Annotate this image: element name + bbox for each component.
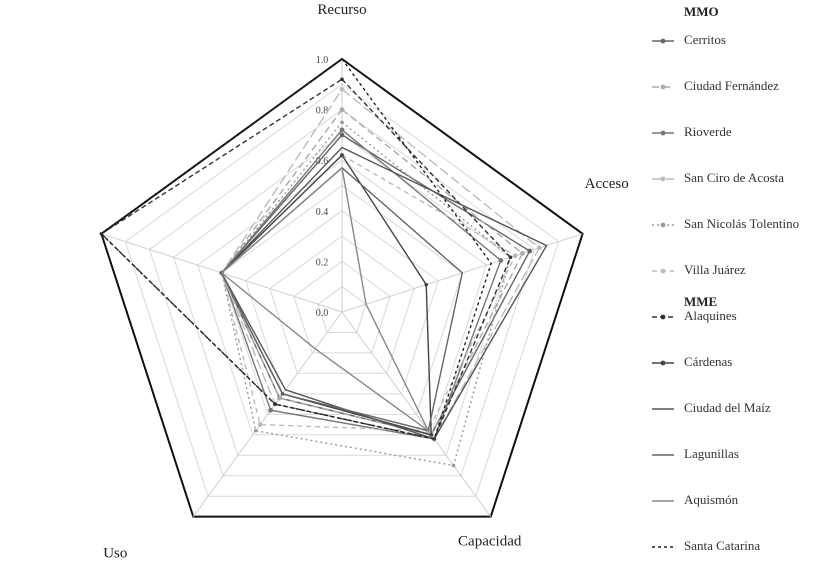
spoke-capacidad: [341, 311, 492, 517]
data-point: [277, 395, 282, 401]
axis-label-uso: Uso: [103, 546, 127, 562]
legend-item: Santa Catarina: [650, 538, 836, 556]
data-point: [424, 282, 429, 287]
legend-label: Cerritos: [684, 32, 726, 47]
series-line: [220, 146, 548, 440]
legend-item: San Nicolás Tolentino: [650, 216, 836, 234]
series-ciudad-fernandez: [219, 107, 525, 438]
legend-label: Ciudad Fernández: [684, 78, 779, 93]
data-point: [257, 422, 263, 427]
legend-label: Villa Juárez: [684, 262, 746, 277]
legend-swatch: [652, 500, 674, 502]
data-point: [340, 120, 344, 125]
legend-label: Ciudad del Maíz: [684, 400, 771, 415]
series-line: [100, 58, 492, 440]
legend-swatch: [652, 268, 674, 274]
legend-swatch: [652, 314, 674, 320]
radar-series: [99, 58, 548, 468]
legend-swatch: [652, 408, 674, 410]
legend-swatch: [652, 222, 674, 228]
grid-ring: [293, 260, 391, 354]
legend-group-title: MMO: [684, 4, 719, 19]
series-ciudad-del-maiz: [220, 146, 548, 440]
radar-axis-labels: RecursoAccesoCapacidadUsoMedioAmbiente: [103, 2, 629, 562]
series-aquismon: [220, 166, 429, 432]
spoke-uso: [192, 311, 343, 517]
series-line: [220, 133, 531, 436]
legend-item: Rioverde: [650, 124, 836, 142]
data-point: [520, 250, 525, 256]
legend-label: Cárdenas: [684, 354, 733, 369]
data-point: [339, 132, 345, 138]
data-point: [339, 86, 345, 92]
legend-swatch: [652, 546, 674, 548]
outer-frame: [100, 57, 584, 518]
legend-label: San Nicolás Tolentino: [684, 216, 800, 231]
grid-ring: [197, 159, 487, 436]
legend-item: Cárdenas: [650, 354, 836, 372]
legend-item: Aquismón: [650, 492, 836, 510]
legend-swatch: [652, 176, 674, 182]
legend-swatch: [652, 130, 674, 136]
tick-label: 0.2: [316, 257, 329, 268]
legend-label: Lagunillas: [684, 446, 739, 461]
legend-swatch: [652, 84, 674, 90]
legend-item: Villa Juárez: [650, 262, 836, 280]
legend-item: San Ciro de Acosta: [650, 170, 836, 188]
legend-label: Alaquines: [684, 308, 737, 323]
grid-ring: [245, 210, 439, 395]
legend-swatch: [652, 454, 674, 456]
tick-label: 1.0: [316, 55, 329, 66]
series-line: [220, 166, 429, 432]
radar-chart: 0.0 0.2 0.4 0.6 0.8 1.0 Recurso Acceso Capacida…: [99, 2, 629, 562]
data-point: [339, 107, 345, 112]
data-point: [268, 407, 274, 413]
tick-label: 0.8: [316, 106, 329, 117]
data-point: [451, 463, 456, 468]
legend-swatch: [652, 360, 674, 366]
data-point: [429, 433, 434, 437]
legend-label: Rioverde: [684, 124, 732, 139]
grid-ring: [317, 286, 367, 333]
data-point: [498, 258, 504, 263]
data-point: [527, 248, 533, 254]
data-point: [508, 255, 513, 260]
tick-label: 0.4: [316, 207, 329, 218]
series-line: [220, 128, 502, 440]
legend-label: Santa Catarina: [684, 538, 761, 553]
series-cerritos: [219, 132, 533, 438]
legend-swatch: [652, 38, 674, 44]
series-line: [100, 78, 512, 440]
legend-group-title: MME: [684, 294, 718, 309]
radial-tick-labels: 0.0 0.2 0.4 0.6 0.8 1.0: [316, 55, 329, 319]
grid-ring: [148, 108, 536, 477]
legend-item: Cerritos: [650, 32, 836, 50]
data-point: [536, 245, 542, 251]
axis-label-recurso: Recurso: [317, 2, 366, 18]
legend-item: Lagunillas: [650, 446, 836, 464]
legend-label: San Ciro de Acosta: [684, 170, 785, 185]
data-point: [253, 428, 258, 433]
axis-label-capacidad: Capacidad: [458, 534, 522, 550]
legend-item: Ciudad Fernández: [650, 78, 836, 96]
radar-spokes: [101, 59, 583, 517]
legend: MMO Cerritos Ciudad Fernández Rioverde San C…: [650, 4, 836, 572]
tick-label: 0.0: [316, 308, 329, 319]
grid-ring: [221, 184, 463, 415]
series-santa-catarina: [100, 58, 492, 440]
data-point: [512, 253, 518, 259]
series-line: [220, 121, 512, 467]
legend-item: Ciudad del Maíz: [650, 400, 836, 418]
data-point: [340, 77, 344, 82]
grid-ring: [269, 235, 415, 374]
series-line: [220, 108, 524, 436]
legend-label: Aquismón: [684, 492, 739, 507]
legend-item: Alaquines: [650, 308, 836, 326]
axis-label-acceso: Acceso: [585, 176, 629, 192]
data-point: [339, 127, 345, 133]
tick-label: 0.6: [316, 156, 329, 167]
grid-ring: [124, 83, 560, 497]
data-point: [340, 153, 344, 157]
series-line: [220, 154, 432, 436]
